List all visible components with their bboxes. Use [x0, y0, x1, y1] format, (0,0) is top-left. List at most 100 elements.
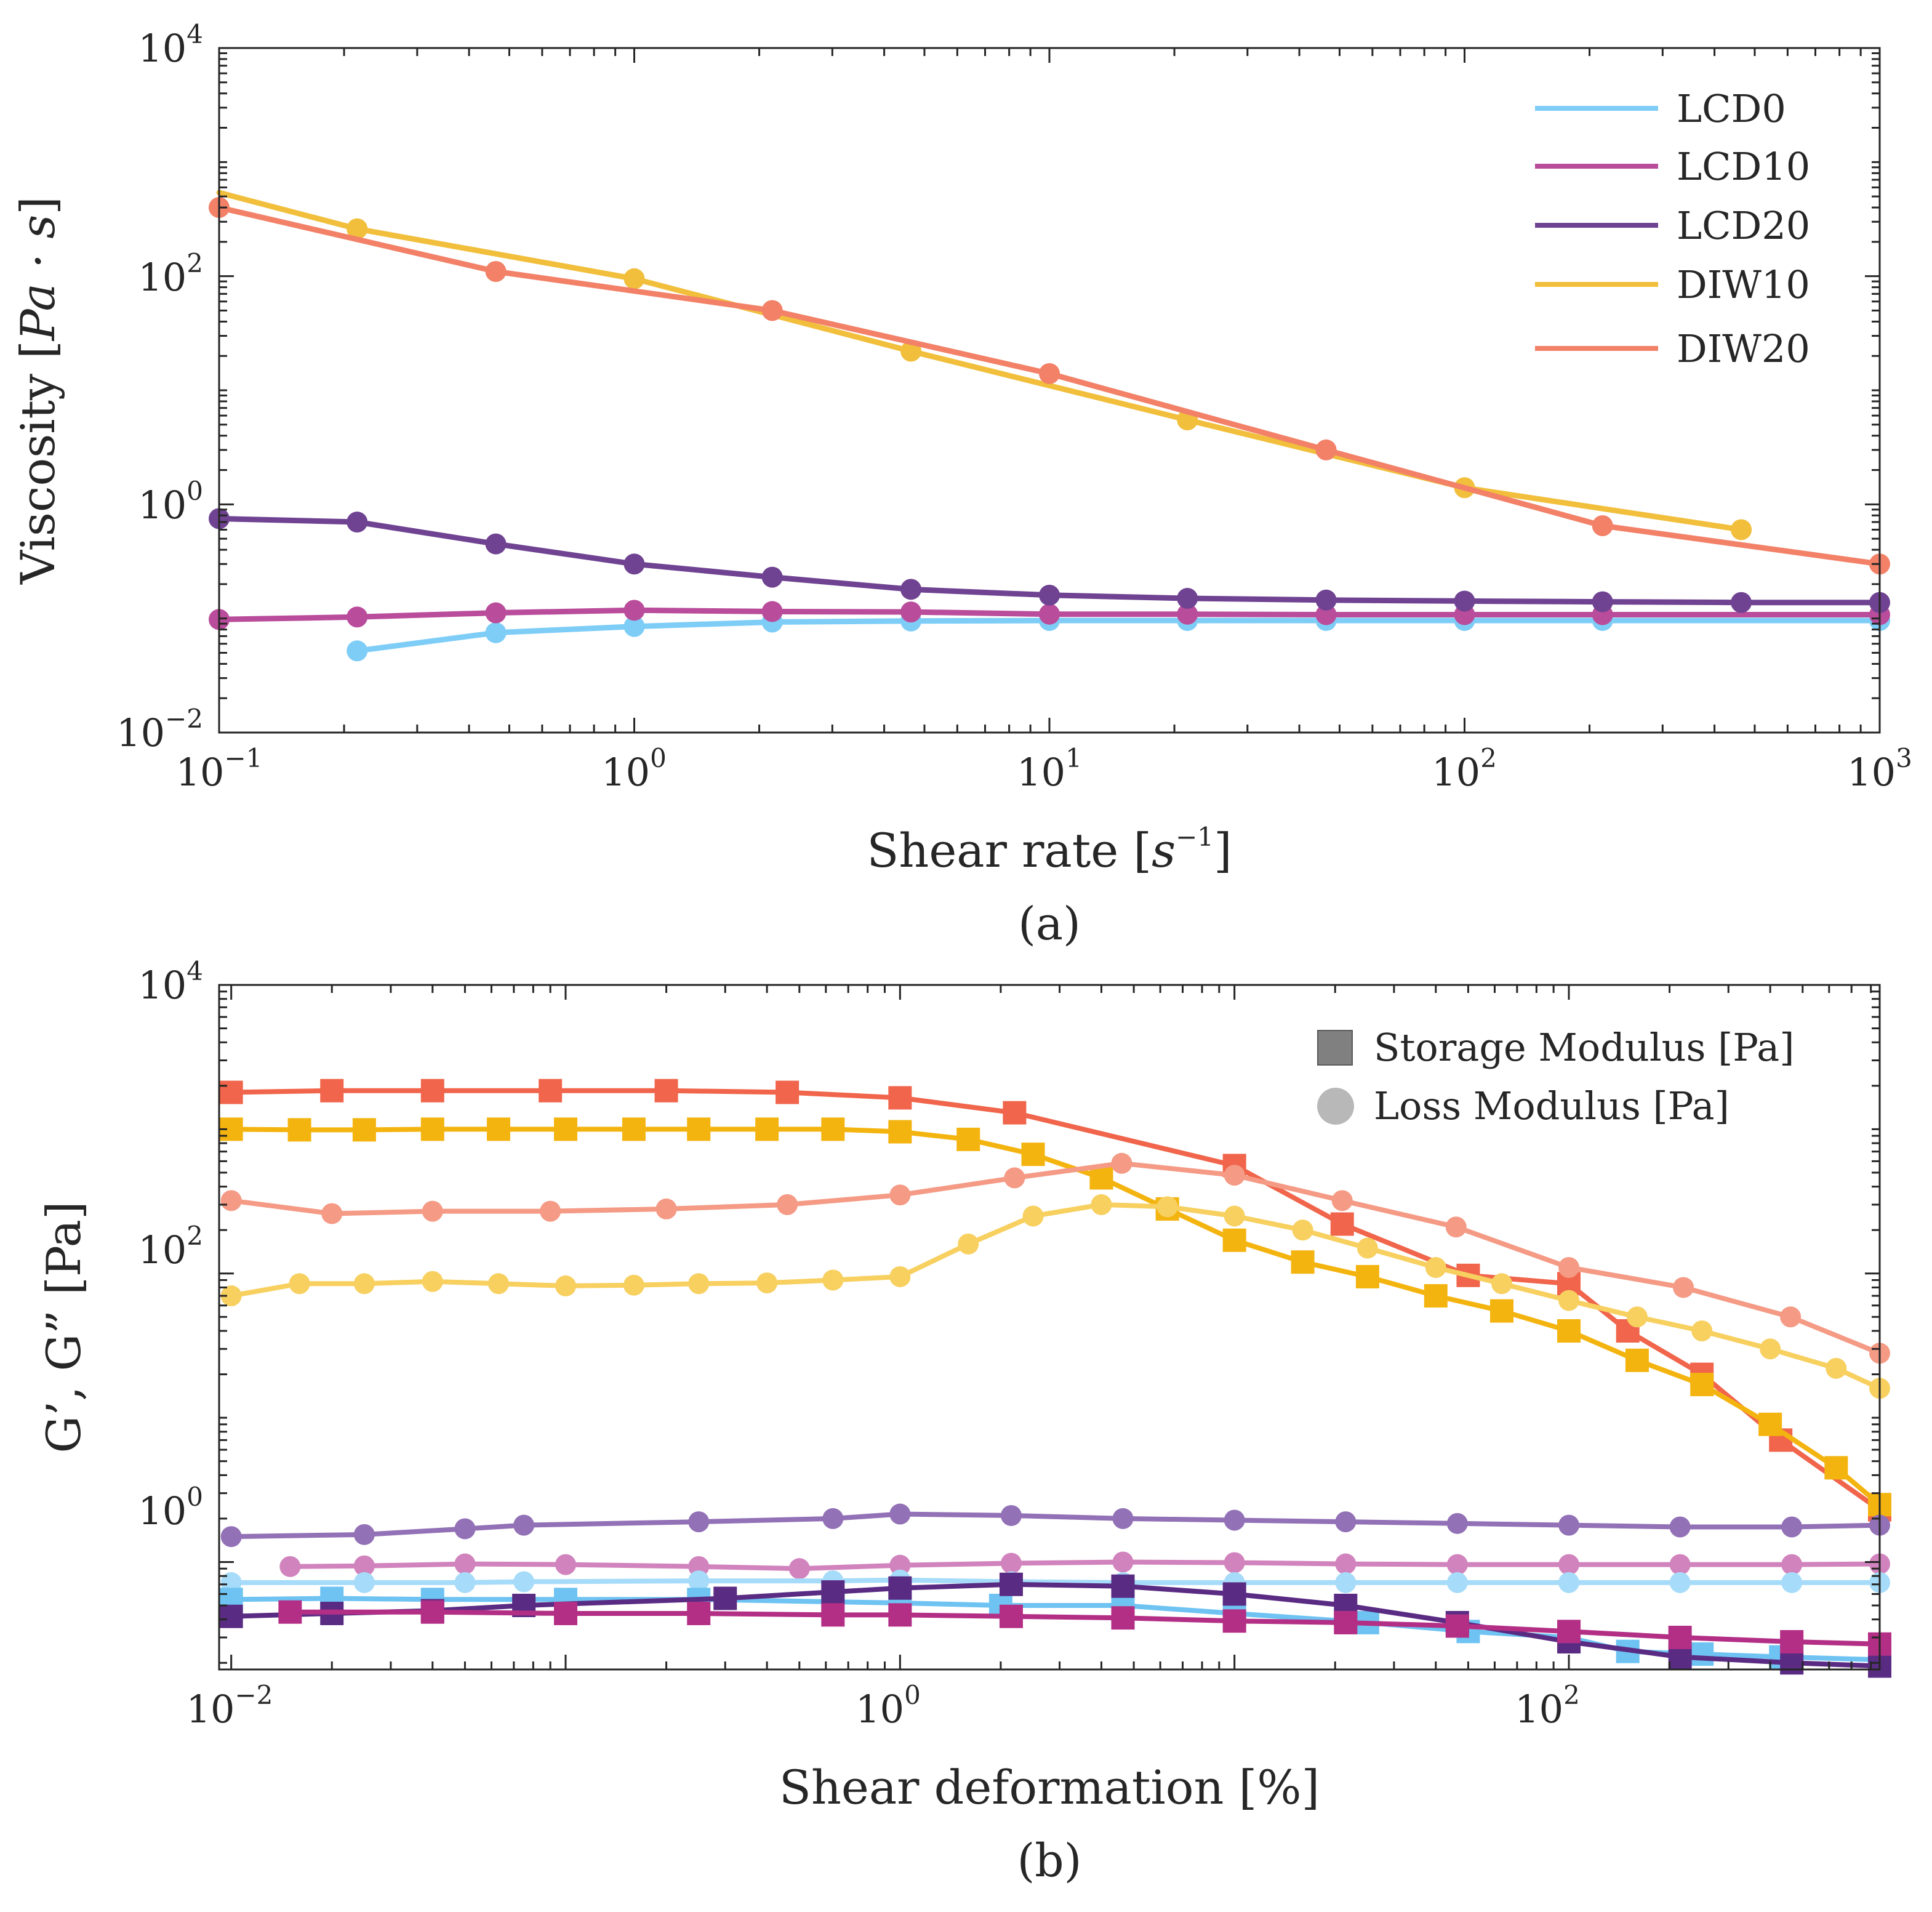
- point-lcd20-g: [1669, 1516, 1691, 1538]
- point-diw10-g: [958, 1233, 979, 1255]
- point-lcd10-g: [1668, 1626, 1692, 1650]
- point-diw10-g: [888, 1120, 912, 1144]
- point-lcd0-g: [513, 1571, 535, 1593]
- point-diw20-g: [655, 1198, 677, 1219]
- point-lcd0: [623, 616, 645, 637]
- point-lcd0: [485, 622, 507, 643]
- point-lcd20-g: [513, 1514, 535, 1536]
- point-diw10-g: [1758, 1412, 1782, 1436]
- panel-b-plot-frame: [218, 984, 1881, 1671]
- legend-label-loss-modulus: Loss Modulus [Pa]: [1374, 1083, 1730, 1128]
- legend-label-lcd0: LCD0: [1677, 86, 1786, 131]
- panel-a-xtick-label: 101: [1017, 743, 1082, 795]
- point-lcd20-g: [454, 1518, 476, 1540]
- point-diw20-g: [1330, 1212, 1354, 1236]
- point-lcd20: [1177, 588, 1198, 609]
- series-line-lcd20-g: [228, 1511, 1882, 1540]
- point-lcd10-g: [688, 1556, 710, 1577]
- point-diw20-g: [1224, 1165, 1245, 1186]
- point-diw20-g: [654, 1079, 678, 1103]
- point-diw20-g: [1673, 1277, 1694, 1298]
- point-lcd10-g: [788, 1558, 810, 1580]
- point-lcd20-g: [1000, 1504, 1022, 1526]
- point-lcd20: [1731, 592, 1752, 613]
- point-lcd10-g: [454, 1553, 476, 1575]
- point-diw20: [1315, 439, 1337, 460]
- point-diw10-g: [289, 1273, 310, 1295]
- point-diw10-g: [1625, 1348, 1649, 1372]
- point-diw10-g: [1690, 1373, 1714, 1397]
- point-lcd10-g: [1669, 1554, 1691, 1575]
- series-line-lcd0: [354, 617, 1883, 654]
- series-line-diw10-g: [228, 1202, 1882, 1391]
- panel-b-caption: (b): [1017, 1834, 1081, 1887]
- point-lcd20-g: [1558, 1514, 1580, 1536]
- point-diw20-g: [1558, 1257, 1580, 1279]
- point-lcd20-g: [1781, 1516, 1803, 1538]
- point-lcd10-g: [1557, 1620, 1581, 1644]
- point-diw10-g: [1760, 1338, 1781, 1360]
- panel-b-xtick-label: 10−2: [186, 1680, 273, 1732]
- point-lcd20: [623, 553, 645, 575]
- point-diw10-g: [1557, 1319, 1581, 1343]
- point-diw20: [1039, 363, 1060, 384]
- series-line-diw20-g: [228, 1088, 1882, 1512]
- point-lcd20-g: [353, 1524, 375, 1545]
- point-lcd10: [900, 601, 922, 623]
- point-lcd20: [900, 579, 922, 600]
- point-lcd0-g: [1781, 1572, 1803, 1593]
- point-diw10-g: [555, 1275, 577, 1296]
- point-diw10-g: [1691, 1320, 1713, 1341]
- point-diw20-g: [1331, 1190, 1353, 1211]
- point-lcd0-g: [454, 1572, 476, 1593]
- point-diw10-g: [1022, 1205, 1044, 1227]
- point-lcd10: [761, 601, 783, 622]
- panel-b-y-axis-title: G’, G” [Pa]: [36, 1201, 91, 1453]
- point-diw10-g: [1292, 1219, 1313, 1241]
- point-diw10-g: [687, 1117, 711, 1141]
- point-lcd10-g: [279, 1556, 301, 1577]
- point-lcd0-g: [353, 1572, 375, 1593]
- point-diw10-g: [1357, 1237, 1378, 1259]
- panel-b-chart: 10−2 100 102 100 102 104 Shear deformati…: [36, 956, 1891, 1887]
- point-lcd0-g: [1558, 1572, 1580, 1593]
- point-diw20-g: [1780, 1306, 1802, 1328]
- legend-label-storage-modulus: Storage Modulus [Pa]: [1374, 1025, 1794, 1070]
- point-lcd10-g: [1446, 1554, 1468, 1575]
- point-lcd20-g: [219, 1604, 243, 1628]
- point-lcd0-g: [688, 1570, 710, 1592]
- point-lcd10-g: [1335, 1553, 1357, 1575]
- point-lcd10: [1177, 603, 1198, 625]
- point-diw20-g: [320, 1079, 344, 1103]
- point-diw10-g: [422, 1271, 443, 1292]
- point-lcd10: [1315, 604, 1337, 625]
- point-diw10-g: [486, 1117, 510, 1141]
- point-lcd10: [485, 602, 507, 624]
- point-diw10-g: [1089, 1166, 1113, 1190]
- panel-b-xtick-label: 102: [1515, 1680, 1580, 1732]
- point-lcd10-g: [1224, 1552, 1245, 1573]
- panel-b-ytick-label: 100: [138, 1482, 203, 1533]
- point-diw10: [623, 268, 645, 289]
- point-lcd10-g: [554, 1602, 578, 1626]
- point-lcd20-g: [1112, 1508, 1134, 1529]
- point-diw10-g: [821, 1117, 845, 1141]
- panel-b-legend: Storage Modulus [Pa] Loss Modulus [Pa]: [1317, 1025, 1794, 1128]
- point-lcd20-g: [1446, 1512, 1468, 1534]
- point-diw10-g: [889, 1266, 911, 1287]
- point-diw10-g: [956, 1127, 980, 1151]
- point-diw20: [485, 260, 507, 282]
- point-lcd20-g: [1222, 1582, 1246, 1606]
- point-diw10-g: [1224, 1205, 1245, 1227]
- point-lcd10-g: [353, 1555, 375, 1577]
- panel-b-ytick-label: 102: [138, 1221, 203, 1272]
- point-diw10-g: [220, 1285, 242, 1307]
- panel-b-xtick-label: 100: [856, 1680, 921, 1732]
- point-diw10-g: [353, 1273, 375, 1295]
- point-lcd20-g: [1780, 1651, 1804, 1675]
- point-diw10-g: [1489, 1299, 1513, 1323]
- point-lcd10-g: [888, 1603, 912, 1627]
- point-lcd20-g: [822, 1508, 844, 1529]
- point-diw20-g: [539, 1079, 563, 1103]
- point-diw10-g: [622, 1117, 646, 1141]
